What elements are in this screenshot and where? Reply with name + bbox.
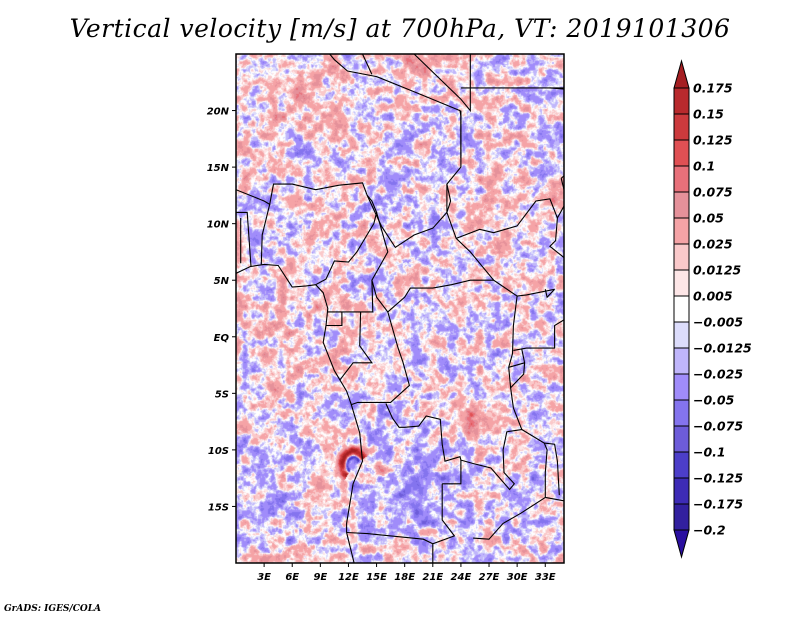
colorbar-label: 0.0125 <box>693 263 742 278</box>
colorbar-label: 0.1 <box>693 159 715 174</box>
colorbar-swatch <box>673 477 690 505</box>
boundary-line <box>513 319 564 351</box>
boundary-line <box>456 198 564 259</box>
colorbar-swatch <box>673 191 690 219</box>
country-boundaries <box>236 54 564 563</box>
y-tick-label: 5S <box>215 389 229 400</box>
colorbar-swatch <box>673 113 690 141</box>
colorbar-label: 0.025 <box>693 237 733 252</box>
x-tick-label: 15E <box>366 572 387 583</box>
colorbar-label: 0.05 <box>693 211 724 226</box>
colorbar-swatch <box>673 165 690 193</box>
boundary-line <box>346 483 456 545</box>
x-tick-label: 9E <box>313 572 327 583</box>
colorbar-label: −0.005 <box>693 315 743 330</box>
colorbar: 0.175 0.15 0.125 0.1 0.075 0.05 0.025 0.0125 0.0… <box>673 59 752 559</box>
colorbar-label: 0.075 <box>693 185 733 200</box>
colorbar-label: 0.005 <box>693 289 733 304</box>
y-axis: 20N 15N 10N 5N EQ 5S 10S 15S <box>207 107 236 513</box>
boundary-line <box>385 296 523 491</box>
boundary-line <box>549 87 564 90</box>
y-tick-label: EQ <box>214 333 230 344</box>
colorbar-swatch <box>673 373 690 401</box>
x-tick-label: 6E <box>285 572 299 583</box>
y-tick-label: 5N <box>214 276 230 287</box>
boundary-line <box>236 182 378 286</box>
colorbar-label: −0.2 <box>693 523 726 538</box>
colorbar-swatch <box>673 269 690 297</box>
colorbar-label: −0.05 <box>693 393 735 408</box>
boundary-line <box>556 178 564 219</box>
y-tick-label: 10N <box>207 220 230 231</box>
colorbar-label: −0.0125 <box>693 341 752 356</box>
colorbar-label: −0.175 <box>693 497 743 512</box>
colorbar-label: 0.175 <box>693 81 733 96</box>
boundary-line <box>544 288 555 299</box>
x-tick-label: 12E <box>338 572 359 583</box>
colorbar-label: −0.075 <box>693 419 743 434</box>
boundary-line <box>329 54 462 117</box>
colorbar-label: −0.125 <box>693 471 743 486</box>
colorbar-arrow-bottom <box>673 529 690 559</box>
colorbar-label: 0.15 <box>693 107 724 122</box>
y-tick-label: 15S <box>208 502 229 513</box>
colorbar-swatch <box>673 295 690 323</box>
x-tick-label: 18E <box>394 572 415 583</box>
colorbar-swatch <box>673 87 690 115</box>
colorbar-label: −0.1 <box>693 445 726 460</box>
boundary-line <box>260 204 271 265</box>
colorbar-swatch <box>673 451 690 479</box>
boundary-line <box>371 212 494 313</box>
boundary-line <box>351 311 411 406</box>
colorbar-swatch <box>673 139 690 167</box>
boundary-line <box>446 183 452 213</box>
colorbar-swatch <box>673 503 690 531</box>
boundary-line <box>339 311 373 381</box>
colorbar-label: 0.125 <box>693 133 733 148</box>
boundary-line <box>326 311 343 327</box>
x-tick-label: 21E <box>422 572 443 583</box>
y-tick-label: 15N <box>207 163 230 174</box>
boundary-line <box>236 211 252 267</box>
x-tick-label: 3E <box>257 572 271 583</box>
colorbar-swatch <box>673 347 690 375</box>
boundary-line <box>560 175 564 179</box>
boundary-line <box>521 429 548 498</box>
colorbar-label: −0.025 <box>693 367 743 382</box>
boundary-line <box>473 496 546 540</box>
y-tick-label: 20N <box>207 107 230 118</box>
colorbar-swatch <box>673 425 690 453</box>
colorbar-arrow-top <box>673 59 690 89</box>
colorbar-swatch <box>673 217 690 245</box>
colorbar-swatch <box>673 321 690 349</box>
x-tick-label: 30E <box>507 572 528 583</box>
x-axis: 3E 6E 9E 12E 15E 18E 21E 24E 27E 30E 33E <box>257 563 556 583</box>
colorbar-swatch <box>673 399 690 427</box>
grads-credit: GrADS: IGES/COLA <box>4 604 102 614</box>
colorbar-swatch <box>673 243 690 271</box>
boundary-line <box>545 496 564 502</box>
boundary-line <box>510 362 526 389</box>
boundary-line <box>236 263 364 563</box>
y-tick-label: 10S <box>208 446 229 457</box>
chart-title: Vertical velocity [m/s] at 700hPa, VT: 2… <box>69 14 731 43</box>
x-tick-label: 24E <box>451 572 472 583</box>
x-tick-label: 33E <box>535 572 556 583</box>
boundary-line <box>327 280 374 313</box>
x-tick-label: 27E <box>479 572 500 583</box>
boundary-line <box>442 460 462 485</box>
boundary-line <box>413 54 471 113</box>
boundary-line <box>446 110 555 297</box>
plot-frame <box>235 53 565 564</box>
boundary-line <box>362 54 373 75</box>
boundary-line <box>544 442 560 496</box>
